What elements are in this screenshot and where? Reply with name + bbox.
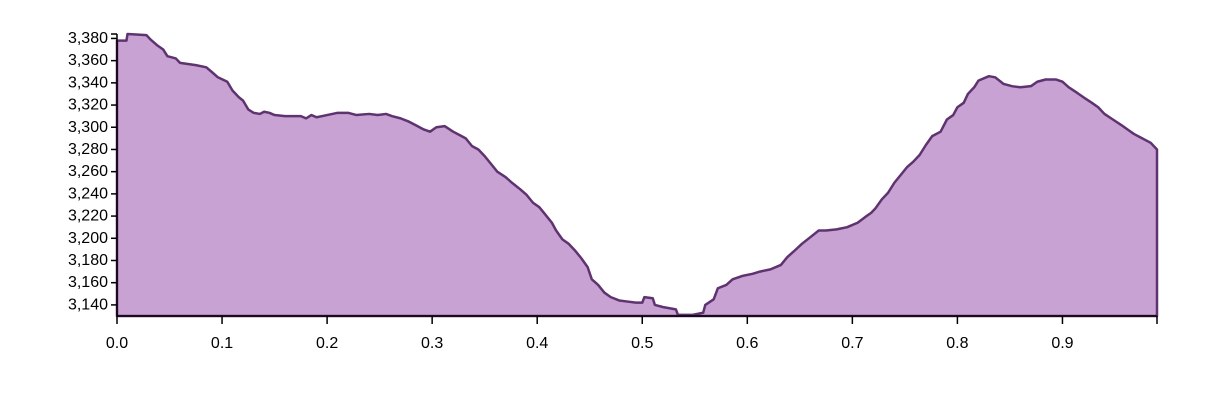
y-tick-label: 3,160 (68, 274, 108, 291)
x-tick-label: 0.7 (841, 335, 863, 352)
y-tick-label: 3,220 (68, 208, 108, 225)
x-tick-label: 0.6 (736, 335, 758, 352)
y-tick-label: 3,280 (68, 141, 108, 158)
y-tick-label: 3,340 (68, 74, 108, 91)
x-tick-label: 0.3 (421, 335, 443, 352)
x-tick-label: 0.4 (526, 335, 548, 352)
x-axis: 0.0 0.1 0.2 0.3 0.4 0.5 0.6 0.7 0.8 0.9 (106, 315, 1158, 352)
plot-area (115, 32, 1159, 318)
x-tick-label: 0.8 (946, 335, 968, 352)
y-tick-label: 3,200 (68, 230, 108, 247)
y-tick-label: 3,260 (68, 163, 108, 180)
x-tick-label: 0.5 (631, 335, 653, 352)
x-tick-label: 0.0 (106, 335, 128, 352)
x-tick-label: 0.9 (1051, 335, 1073, 352)
x-tick-label: 0.2 (316, 335, 338, 352)
y-tick-label: 3,140 (68, 296, 108, 313)
y-tick-label: 3,320 (68, 97, 108, 114)
area-series-0 (115, 32, 1159, 318)
x-tick-label: 0.1 (211, 335, 233, 352)
y-tick-label: 3,240 (68, 185, 108, 202)
y-tick-label: 3,300 (68, 119, 108, 136)
y-tick-label: 3,180 (68, 252, 108, 269)
y-tick-label: 3,380 (68, 30, 108, 47)
y-tick-label: 3,360 (68, 52, 108, 69)
y-axis: 3,140 3,160 3,180 3,200 3,220 3,240 3,260 3,280… (68, 30, 118, 316)
